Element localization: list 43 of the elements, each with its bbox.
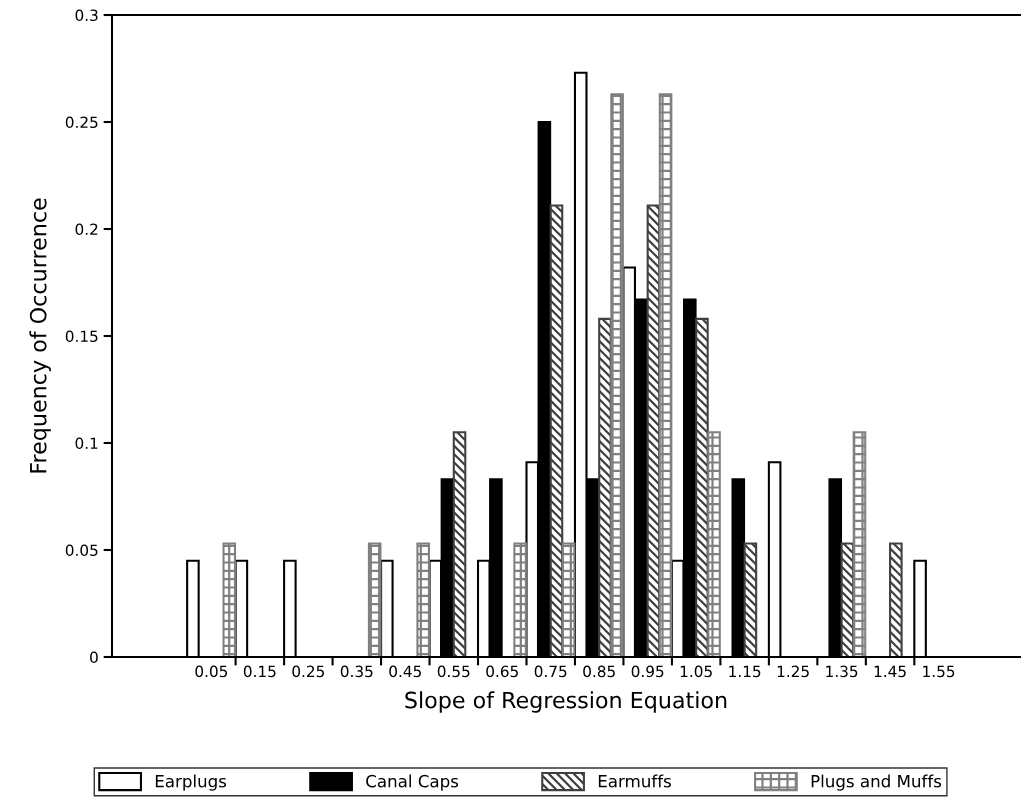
x-tick-label: 1.35 — [826, 665, 858, 678]
bar — [743, 542, 758, 657]
x-tick-label: 1.15 — [729, 665, 761, 678]
legend-label: Canal Caps — [366, 774, 459, 791]
bar — [513, 542, 527, 657]
y-tick-label: 0.1 — [75, 437, 98, 450]
legend-label: Plugs and Muffs — [811, 774, 942, 791]
bar — [549, 204, 564, 657]
x-tick-label: 1.55 — [923, 665, 955, 678]
y-tick-label: 0.2 — [75, 223, 98, 236]
x-axis-title: Slope of Regression Equation — [405, 691, 727, 713]
bar — [695, 317, 709, 657]
bar — [561, 542, 576, 657]
bar — [852, 431, 867, 657]
x-tick-label: 0.25 — [292, 665, 325, 678]
x-tick-label: 0.35 — [340, 665, 373, 678]
x-tick-label: 0.75 — [534, 665, 567, 678]
x-tick-label: 1.25 — [777, 665, 809, 678]
x-tick-label: 0.05 — [195, 665, 228, 678]
x-tick-label: 0.55 — [437, 665, 470, 678]
bar — [367, 542, 382, 657]
y-tick-label: 0.3 — [75, 9, 98, 22]
x-tick-label: 1.45 — [874, 665, 906, 678]
bar — [707, 431, 721, 657]
bar — [452, 431, 467, 657]
bar — [222, 542, 237, 657]
x-tick-label: 0.85 — [583, 665, 615, 678]
bar — [610, 93, 624, 657]
y-tick-label: 0.25 — [65, 116, 98, 129]
x-tick-label: 1.05 — [680, 665, 712, 678]
x-tick-label: 0.65 — [486, 665, 518, 678]
bar — [889, 542, 903, 657]
bar — [416, 542, 430, 657]
x-tick-label: 0.45 — [389, 665, 421, 678]
x-tick-label: 0.15 — [243, 665, 276, 678]
legend-label: Earplugs — [155, 774, 227, 791]
x-tick-label: 0.95 — [631, 665, 664, 678]
y-tick-label: 0.15 — [65, 330, 98, 343]
legend-label: Earmuffs — [598, 774, 671, 788]
bar — [658, 93, 673, 657]
y-axis-title: Frequency of Occurrence — [29, 198, 51, 473]
y-tick-label: 0 — [90, 651, 98, 664]
y-tick-label: 0.05 — [65, 544, 98, 557]
